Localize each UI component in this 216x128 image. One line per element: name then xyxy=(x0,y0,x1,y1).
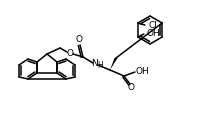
Text: OH: OH xyxy=(135,67,149,77)
Text: N: N xyxy=(92,60,98,68)
Text: H: H xyxy=(97,61,103,70)
Polygon shape xyxy=(110,58,118,70)
Text: OH: OH xyxy=(146,29,160,39)
Text: Cl: Cl xyxy=(148,20,157,29)
Text: O: O xyxy=(127,83,135,93)
Text: O: O xyxy=(67,49,73,57)
Text: O: O xyxy=(76,35,83,45)
